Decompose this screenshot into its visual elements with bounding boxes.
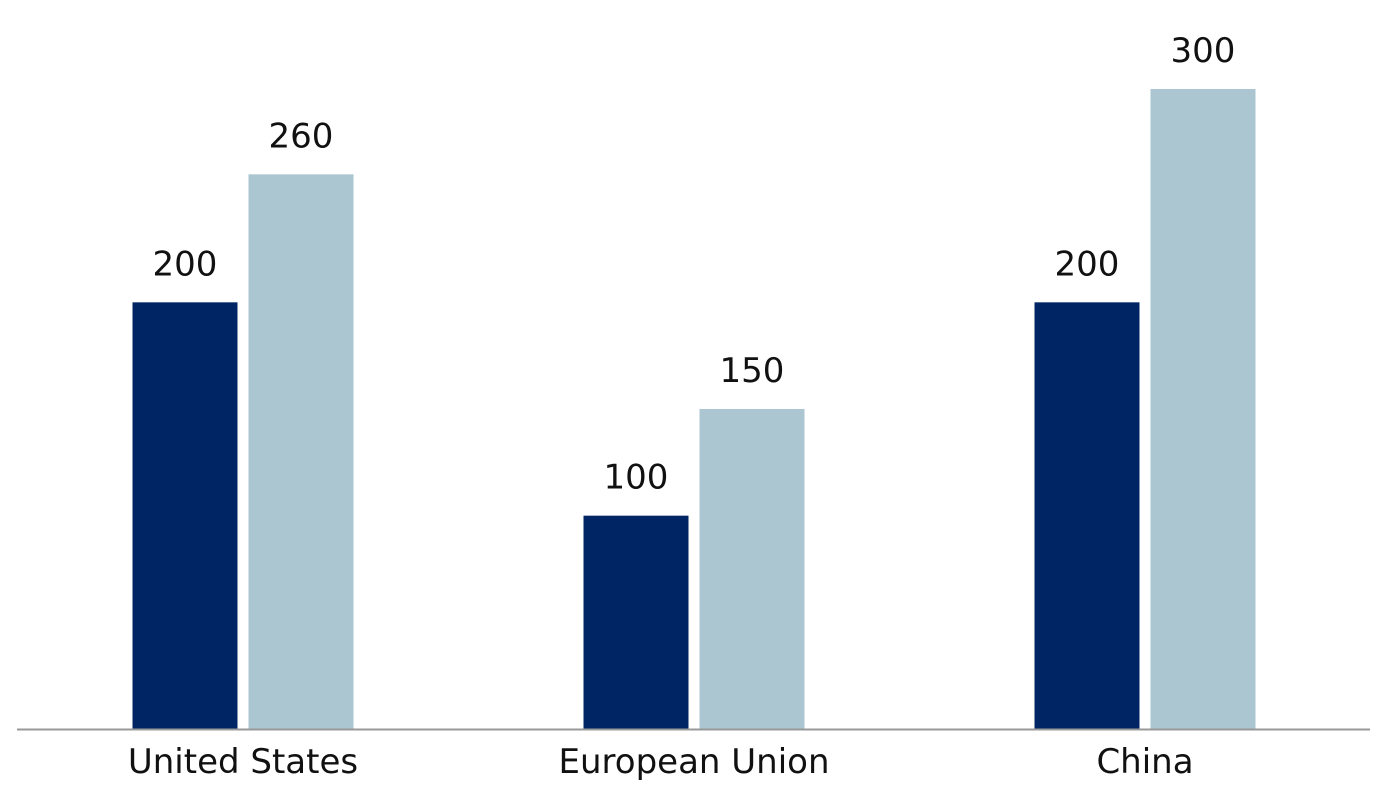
bars-layer	[132, 89, 1256, 730]
category-label-2: China	[1096, 742, 1193, 782]
data-label-2-0: 200	[1055, 244, 1120, 284]
bar-2-1	[1150, 89, 1256, 729]
bar-1-1	[699, 409, 805, 729]
category-labels-layer: United States European Union China	[128, 742, 1194, 782]
category-label-1: European Union	[559, 742, 830, 782]
bar-0-0	[132, 302, 238, 729]
data-labels-layer: 200 260 100 150 200 300	[153, 31, 1236, 498]
bar-0-1	[248, 174, 354, 730]
data-label-0-1: 260	[269, 116, 334, 156]
data-label-0-0: 200	[153, 244, 218, 284]
data-label-2-1: 300	[1171, 31, 1236, 71]
bar-2-0	[1034, 302, 1140, 729]
data-label-1-1: 150	[720, 351, 785, 391]
data-label-1-0: 100	[604, 458, 669, 498]
bar-1-0	[583, 515, 689, 729]
category-label-0: United States	[128, 742, 358, 782]
